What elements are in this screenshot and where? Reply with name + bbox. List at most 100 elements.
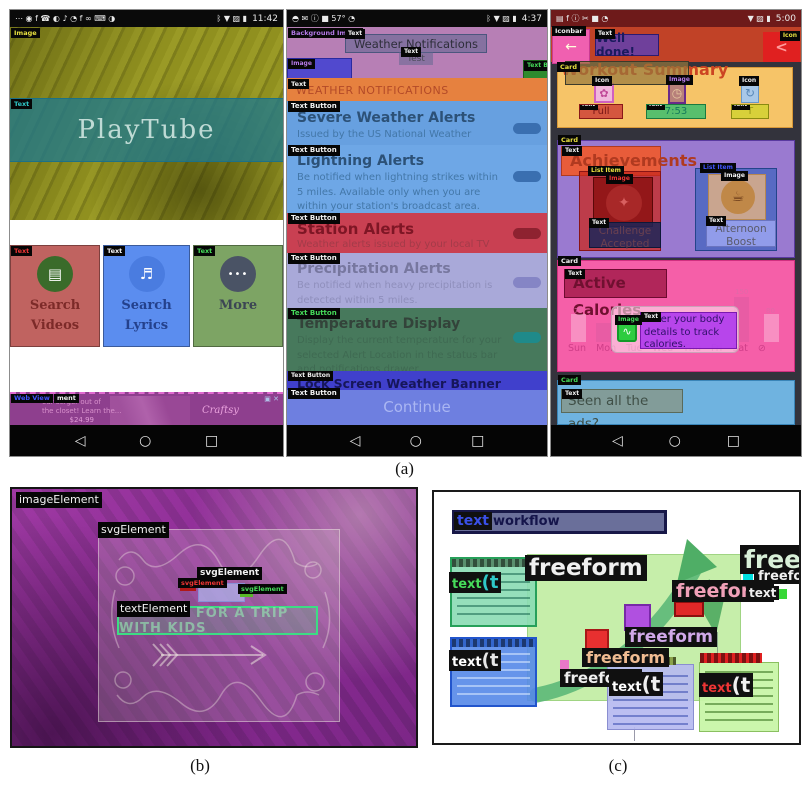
repeat-icon: ↻ [741,83,759,103]
annotation-text: Text [288,79,310,90]
status-left-icons: ⋯ ◉ f ☎ ◐ ♪ ◔ f ∞ ⌨ ◑ [15,14,116,23]
nav-back-icon[interactable]: ◁ [74,432,86,449]
ads-question: Text Seen all the ads? [561,389,683,432]
screenshot-playtube: ⋯ ◉ f ☎ ◐ ♪ ◔ f ∞ ⌨ ◑ ᛒ ▼ ▨ ▮ 11:42 Image… [9,9,284,457]
annotation-icon: Icon [592,76,613,86]
caption-c: (c) [608,756,628,775]
nav-home-icon[interactable]: ○ [139,432,152,449]
chart-value: 150 [735,288,749,296]
nav-recents-icon[interactable]: □ [471,432,485,449]
achievement-label: Text Challenge Accepted [589,218,661,250]
setting-body: Be notified when lightning strikes withi… [297,172,498,212]
annotation-svg-element: svgElement [98,522,169,538]
achievement-item[interactable]: List Item Image ✦ Text Challenge Accepte… [579,166,661,251]
clock: 4:37 [521,13,542,24]
setting-row-temperature[interactable]: Text Button Temperature Display Display … [287,308,547,375]
nav-back-icon[interactable]: ◁ [349,432,361,449]
annotation-text-button: Text Button [288,145,340,156]
share-button[interactable]: Icon < [763,31,800,62]
annotation-text: Text [401,47,422,57]
image-placeholder: Image [287,58,352,80]
annotation-text: Text [706,216,727,226]
clock: 11:42 [252,13,278,24]
sticky-note-blue[interactable] [450,637,537,707]
summary-item-label: Text 7:53 Minutes [646,104,706,119]
annotation-list-item: List Item [700,163,736,173]
rosette-icon: ✦ [606,185,642,221]
annotation-image-element: imageElement [16,492,102,508]
annotation-card: Card [558,256,582,267]
more-button[interactable]: Text ••• More [193,245,283,347]
annotation-text-button: Text Button [288,388,340,399]
setting-row-lightning[interactable]: Text Button Lightning Alerts Be notified… [287,145,547,213]
nav-home-icon[interactable]: ○ [668,432,681,449]
app-title: PlayTube [77,115,216,145]
search-lyrics-button[interactable]: Text ♬ Search Lyrics [103,245,190,347]
button-row: Text ▤ Search Videos Text ♬ Search Lyrics … [10,245,283,347]
small-button[interactable]: Text Bu [523,60,547,80]
setting-row-precipitation[interactable]: Text Button Precipitation Alerts Be noti… [287,253,547,308]
annotation-iconbar: Iconbar [552,26,586,37]
android-navbar: ◁ ○ □ [10,425,283,456]
popup-text: Text Enter your body details to track ca… [640,312,737,350]
ads-card[interactable]: Card Text Seen all the ads? [557,375,795,432]
setting-title: Lock Screen Weather Banner [297,376,501,390]
setting-title: Station Alerts [297,220,415,238]
status-left-icons: ▤ f ⓘ ✂ ■ ◔ [556,14,609,23]
annotation-svg-element: svgElement [178,578,227,589]
annotation-advertisement: ment [54,394,79,404]
annotation-text: Text [647,105,666,110]
header-title: Text Well done! [595,29,659,59]
annotation-text: Text [595,29,616,39]
toggle-switch[interactable] [513,277,541,288]
toggle-switch[interactable] [513,171,541,182]
svg-shape-green [240,592,253,597]
setting-row-lockscreen[interactable]: Text Button Lock Screen Weather Banner [287,371,547,390]
setting-title: Temperature Display [297,316,461,332]
calories-popup[interactable]: Image ∿ Text Enter your body details to … [611,306,739,353]
annotation-card: Card [558,135,582,146]
toggle-switch[interactable] [513,332,541,343]
button-label: Videos [30,317,80,333]
badge-image: Image ☕ [708,171,766,220]
annotation-text-button: Text Button [288,371,334,381]
annotation-text: text [746,586,780,600]
achievement-item[interactable]: List Item Image ☕ Text Afternoon Boost [695,163,777,251]
shape-pink [560,660,569,669]
caption-b: (b) [190,756,210,775]
annotation-text-button: Text Button [288,308,340,319]
search-videos-button[interactable]: Text ▤ Search Videos [10,245,100,347]
annotation-image: Image [721,171,748,181]
summary-card: Icon ✿ Text Full Body Image ◷ Text 7:53 … [557,67,793,128]
calories-title: Text Active Calories [564,269,667,319]
chart-value: 80 [766,307,775,315]
ad-brand: Craftsy [202,405,239,416]
toggle-switch[interactable] [513,228,541,239]
nav-recents-icon[interactable]: □ [204,432,219,449]
annotation-text: Text [562,146,583,156]
clock: 5:00 [775,13,796,24]
chart-bar [764,314,779,342]
annotation-text: text(t [699,673,754,697]
continue-button[interactable]: Text Button Continue [287,388,547,425]
annotation-image: Image [288,59,315,69]
ad-close-icon[interactable]: ▣ ✕ [264,395,279,403]
annotation-text-element: textElement [117,601,191,617]
workflow-title: workflow [493,514,560,529]
connector-line [717,632,718,664]
nav-back-icon[interactable]: ◁ [611,432,623,449]
setting-row-station[interactable]: Text Button Station Alerts Weather alert… [287,213,547,265]
nav-recents-icon[interactable]: □ [726,432,741,449]
annotation-text-button: Text Bu [524,61,547,71]
shape-red [674,601,704,617]
annotation-text: Text [565,269,586,279]
screenshot-workflow-annotated: text workflow text(t text(t freeform fre… [432,490,801,745]
setting-row-severe[interactable]: Text Button Severe Weather Alerts Issued… [287,101,547,155]
connector-line [634,727,635,741]
button-label: Search [121,298,172,313]
toggle-switch[interactable] [513,123,541,134]
android-navbar: ◁ ○ □ [287,425,547,456]
nav-home-icon[interactable]: ○ [409,432,422,449]
